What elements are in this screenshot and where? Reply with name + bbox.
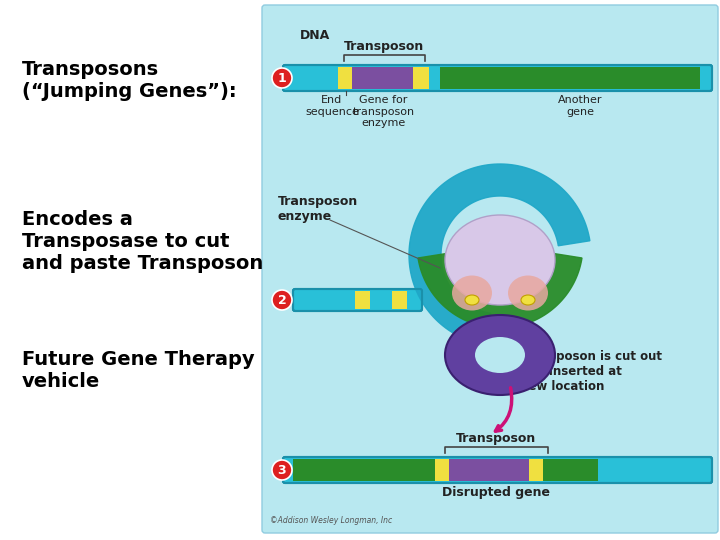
Text: Disrupted gene: Disrupted gene	[443, 486, 551, 499]
Bar	[293, 459, 435, 481]
Ellipse shape	[445, 215, 555, 305]
Polygon shape	[409, 164, 590, 345]
Text: (“Jumping Genes”):: (“Jumping Genes”):	[22, 82, 237, 101]
Circle shape	[272, 290, 292, 310]
Text: ©Addison Wesley Longman, Inc: ©Addison Wesley Longman, Inc	[270, 516, 392, 525]
Bar	[449, 459, 529, 481]
Bar	[440, 67, 700, 89]
Text: 3: 3	[278, 464, 287, 477]
Bar	[529, 459, 543, 481]
Text: DNA: DNA	[300, 29, 330, 42]
Ellipse shape	[465, 295, 479, 305]
Circle shape	[272, 460, 292, 480]
Text: Future Gene Therapy: Future Gene Therapy	[22, 350, 255, 369]
Bar	[352, 67, 415, 89]
Polygon shape	[418, 254, 582, 328]
Ellipse shape	[508, 275, 548, 310]
Circle shape	[272, 68, 292, 88]
Text: 1: 1	[278, 72, 287, 85]
FancyBboxPatch shape	[262, 5, 718, 533]
Bar	[435, 459, 449, 481]
Ellipse shape	[521, 295, 535, 305]
Text: vehicle: vehicle	[22, 372, 100, 391]
Bar	[413, 67, 429, 89]
Ellipse shape	[452, 275, 492, 310]
Bar	[338, 67, 354, 89]
Text: Transposase to cut: Transposase to cut	[22, 232, 230, 251]
Text: Transposon is cut out
and inserted at
new location: Transposon is cut out and inserted at ne…	[520, 350, 662, 393]
Ellipse shape	[445, 315, 555, 395]
Text: End
sequence: End sequence	[305, 95, 359, 117]
Text: Transposon
enzyme: Transposon enzyme	[278, 195, 359, 223]
Ellipse shape	[475, 337, 525, 373]
FancyBboxPatch shape	[293, 289, 422, 311]
Text: and paste Transposon: and paste Transposon	[22, 254, 264, 273]
Text: Gene for
transposon
enzyme: Gene for transposon enzyme	[352, 95, 415, 128]
FancyBboxPatch shape	[283, 65, 712, 91]
Text: 2: 2	[278, 294, 287, 307]
Text: Another
gene: Another gene	[558, 95, 602, 117]
Text: Transposons: Transposons	[22, 60, 159, 79]
Bar	[355, 291, 370, 309]
Bar	[392, 291, 407, 309]
Text: Transposon: Transposon	[344, 40, 425, 53]
Text: Transposon: Transposon	[456, 432, 536, 445]
Text: Encodes a: Encodes a	[22, 210, 133, 229]
Bar	[543, 459, 598, 481]
FancyBboxPatch shape	[283, 457, 712, 483]
